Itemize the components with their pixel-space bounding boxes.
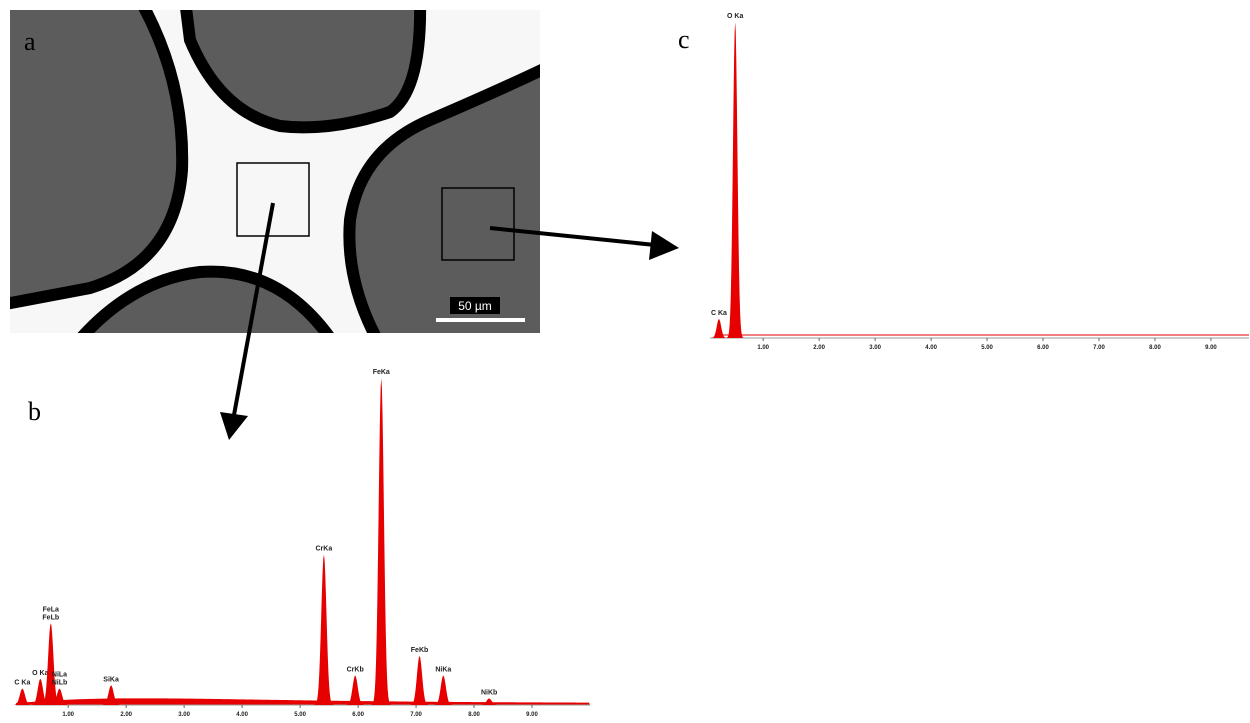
peak xyxy=(726,22,744,338)
x-tick-label: 5.00 xyxy=(981,345,993,351)
peak-label: O Ka xyxy=(32,670,48,677)
x-tick-label: 4.00 xyxy=(236,712,248,718)
peak-label: O Ka xyxy=(727,13,743,20)
panel-label: a xyxy=(24,27,36,56)
arrows xyxy=(220,202,679,440)
x-tick-label: 3.00 xyxy=(869,345,881,351)
peak-label: C Ka xyxy=(711,310,727,317)
peak-label: CrKa xyxy=(316,546,333,553)
peak xyxy=(409,655,430,705)
x-tick-label: 8.00 xyxy=(1149,345,1161,351)
scale-bar-label: 50 µm xyxy=(458,299,492,313)
peak xyxy=(370,378,392,705)
peak xyxy=(313,554,335,705)
x-tick-label: 8.00 xyxy=(468,712,480,718)
peak-label: NiLa xyxy=(52,672,67,679)
x-tick-label: 6.00 xyxy=(352,712,364,718)
peak xyxy=(11,688,33,705)
x-tick-label: 9.00 xyxy=(526,712,538,718)
peak-label: C Ka xyxy=(14,680,30,687)
x-tick-label: 6.00 xyxy=(1037,345,1049,351)
x-tick-label: 3.00 xyxy=(178,712,190,718)
peak xyxy=(478,698,500,705)
panel-label: b xyxy=(28,397,41,426)
x-tick-label: 4.00 xyxy=(925,345,937,351)
peak xyxy=(344,675,366,705)
x-tick-label: 1.00 xyxy=(757,345,769,351)
peak xyxy=(100,685,122,705)
panel-label: c xyxy=(678,25,690,54)
peak-label: NiKb xyxy=(481,689,497,696)
peak xyxy=(29,678,51,705)
peak-label: FeKb xyxy=(411,647,429,654)
peak-label: CrKb xyxy=(347,667,364,674)
x-tick-label: 7.00 xyxy=(1093,345,1105,351)
x-tick-label: 7.00 xyxy=(410,712,422,718)
peak-label: FeLb xyxy=(42,614,59,621)
peak-label: NiLb xyxy=(52,680,68,687)
x-tick-label: 9.00 xyxy=(1205,345,1217,351)
peak-label: SiKa xyxy=(103,676,119,683)
x-tick-label: 5.00 xyxy=(294,712,306,718)
x-tick-label: 2.00 xyxy=(813,345,825,351)
peak xyxy=(49,688,70,705)
peak-label: FeKa xyxy=(373,369,390,376)
peak xyxy=(40,623,62,705)
x-tick-label: 2.00 xyxy=(120,712,132,718)
peak xyxy=(432,675,454,705)
peak-label: FeLa xyxy=(43,606,59,613)
sem-image xyxy=(10,10,540,333)
continuum xyxy=(16,698,590,705)
x-tick-label: 1.00 xyxy=(62,712,74,718)
peak xyxy=(710,319,728,338)
peak-label: NiKa xyxy=(435,667,451,674)
